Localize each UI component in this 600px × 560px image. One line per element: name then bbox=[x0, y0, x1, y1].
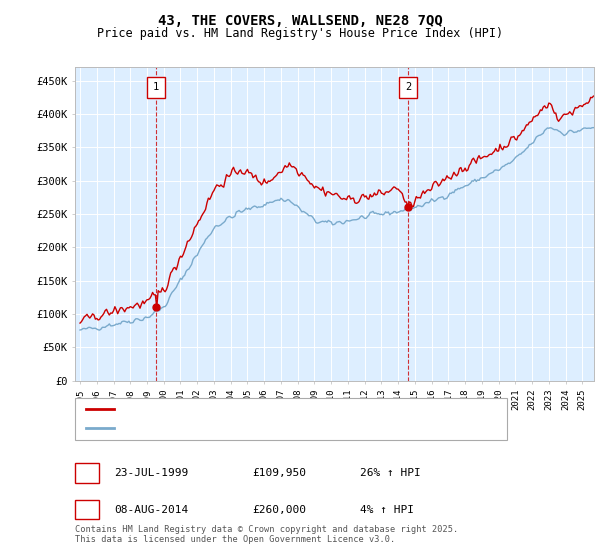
Text: Contains HM Land Registry data © Crown copyright and database right 2025.
This d: Contains HM Land Registry data © Crown c… bbox=[75, 525, 458, 544]
Text: 2: 2 bbox=[83, 505, 91, 515]
Text: 43, THE COVERS, WALLSEND, NE28 7QQ (detached house): 43, THE COVERS, WALLSEND, NE28 7QQ (deta… bbox=[120, 404, 426, 414]
Text: 43, THE COVERS, WALLSEND, NE28 7QQ: 43, THE COVERS, WALLSEND, NE28 7QQ bbox=[158, 14, 442, 28]
Text: HPI: Average price, detached house, North Tyneside: HPI: Average price, detached house, Nort… bbox=[120, 423, 420, 433]
Text: £109,950: £109,950 bbox=[252, 468, 306, 478]
Text: Price paid vs. HM Land Registry's House Price Index (HPI): Price paid vs. HM Land Registry's House … bbox=[97, 27, 503, 40]
Text: 1: 1 bbox=[83, 468, 91, 478]
Bar bbox=[147, 77, 166, 98]
Text: 4% ↑ HPI: 4% ↑ HPI bbox=[360, 505, 414, 515]
Text: 26% ↑ HPI: 26% ↑ HPI bbox=[360, 468, 421, 478]
Text: £260,000: £260,000 bbox=[252, 505, 306, 515]
Bar bbox=[399, 77, 418, 98]
Text: 1: 1 bbox=[153, 82, 160, 92]
Text: 2: 2 bbox=[405, 82, 411, 92]
Text: 23-JUL-1999: 23-JUL-1999 bbox=[114, 468, 188, 478]
Text: 08-AUG-2014: 08-AUG-2014 bbox=[114, 505, 188, 515]
